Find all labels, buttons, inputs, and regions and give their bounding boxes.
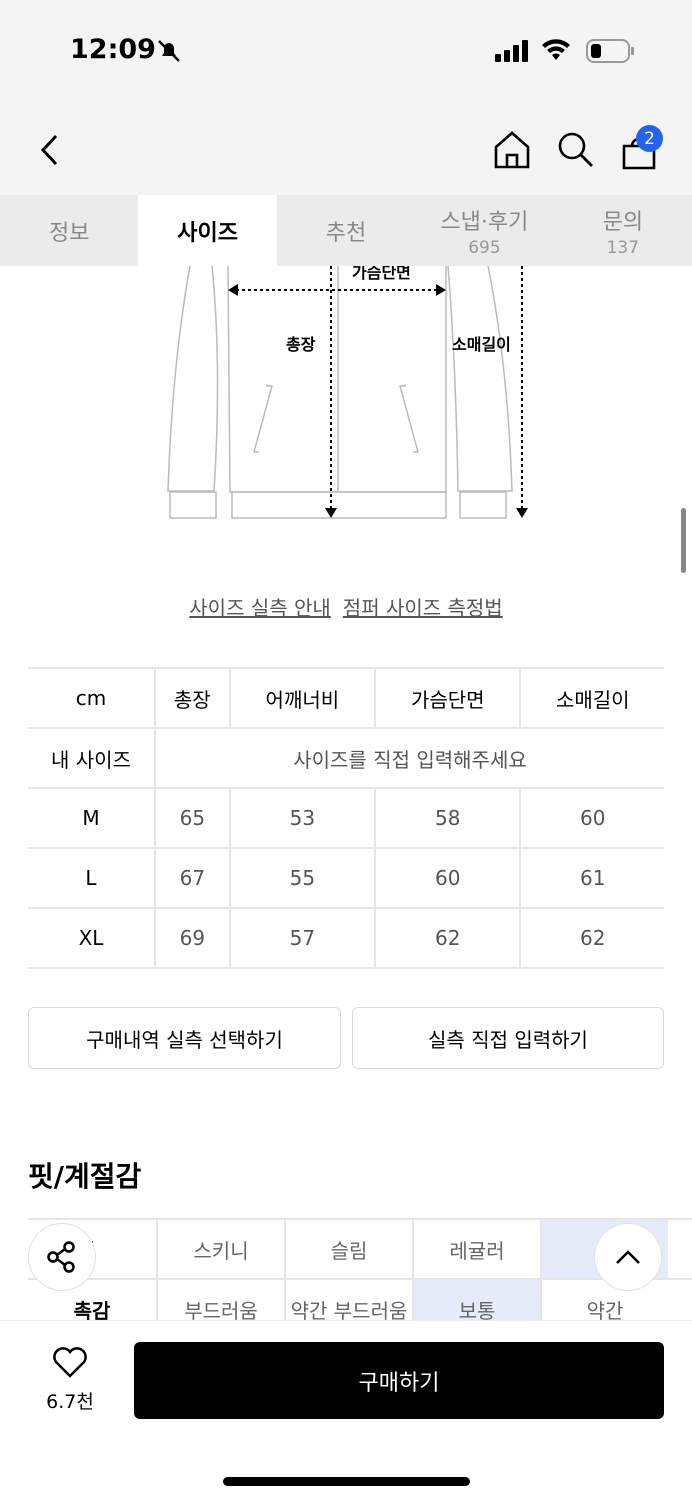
tab-snap-review[interactable]: 스냅·후기 695 — [415, 195, 553, 266]
size-diagram: 가슴단면 총장 소매길이 — [167, 266, 528, 519]
tab-label: 사이즈 — [177, 220, 238, 246]
fit-option: 스키니 — [156, 1220, 284, 1278]
cell: XL — [28, 907, 156, 969]
cell: 55 — [228, 847, 377, 909]
purchase-history-size-button[interactable]: 구매내역 실측 선택하기 — [28, 1007, 341, 1069]
my-size-row: 내 사이즈 사이즈를 직접 입력해주세요 — [28, 727, 664, 789]
measure-method-link[interactable]: 점퍼 사이즈 측정법 — [342, 596, 503, 620]
texture-option: 약간 — [540, 1280, 668, 1338]
home-icon[interactable] — [493, 130, 531, 170]
status-bar: 12:09 — [0, 0, 692, 100]
texture-option: 부드러움 — [156, 1280, 284, 1338]
direct-input-size-button[interactable]: 실측 직접 입력하기 — [352, 1007, 664, 1069]
texture-row: 촉감 부드러움 약간 부드러움 보통 약간 — [28, 1278, 692, 1338]
tab-count: 137 — [606, 237, 640, 258]
wifi-icon — [542, 39, 570, 60]
cell: 62 — [374, 907, 522, 969]
scroll-top-button[interactable] — [594, 1223, 662, 1291]
size-guide-link[interactable]: 사이즈 실측 안내 — [189, 596, 331, 620]
home-indicator — [223, 1477, 470, 1486]
cell: 61 — [519, 847, 664, 909]
top-nav: 2 — [0, 100, 692, 195]
tab-size[interactable]: 사이즈 — [138, 195, 277, 266]
cell: 69 — [154, 907, 231, 969]
scrollbar[interactable] — [681, 508, 686, 573]
fit-option: 레귤러 — [412, 1220, 540, 1278]
search-icon[interactable] — [557, 131, 595, 169]
my-size-input[interactable]: 사이즈를 직접 입력해주세요 — [154, 727, 664, 789]
signal-icon — [495, 40, 528, 62]
header-cell: cm — [28, 667, 156, 729]
cell: 57 — [228, 907, 377, 969]
cell: 67 — [154, 847, 231, 909]
table-row: L 67 55 60 61 — [28, 847, 664, 909]
battery-icon — [586, 39, 634, 63]
clock: 12:09 — [70, 34, 156, 65]
my-size-label: 내 사이즈 — [28, 727, 156, 789]
cell: M — [28, 787, 156, 849]
fit-row: ! 스키니 슬림 레귤러 루 — [28, 1218, 692, 1278]
length-label: 총장 — [286, 335, 316, 354]
table-row: M 65 53 58 60 — [28, 787, 664, 849]
tab-label: 추천 — [325, 220, 367, 246]
sleeve-label: 소매길이 — [452, 335, 511, 354]
tab-count: 695 — [468, 237, 501, 258]
size-table: cm 총장 어깨너비 가슴단면 소매길이 내 사이즈 사이즈를 직접 입력해주세… — [28, 667, 664, 969]
tab-recommend[interactable]: 추천 — [277, 195, 415, 266]
tab-bar: 정보 사이즈 추천 스냅·후기 695 문의 137 — [0, 195, 692, 266]
cell: 53 — [228, 787, 377, 849]
cell: L — [28, 847, 156, 909]
header-cell: 소매길이 — [519, 667, 664, 729]
tab-label: 문의 — [602, 209, 644, 235]
tab-label: 정보 — [48, 220, 90, 246]
header-cell: 총장 — [154, 667, 231, 729]
cell: 65 — [154, 787, 231, 849]
tab-inquiry[interactable]: 문의 137 — [554, 195, 692, 266]
header-cell: 어깨너비 — [228, 667, 377, 729]
fit-table: ! 스키니 슬림 레귤러 루 촉감 부드러움 약간 부드러움 보통 약간 — [28, 1218, 692, 1338]
tab-label: 스냅·후기 — [440, 209, 529, 235]
fit-section-title: 핏/계절감 — [28, 1160, 142, 1193]
buy-button[interactable]: 구매하기 — [134, 1342, 664, 1419]
like-count: 6.7천 — [46, 1391, 94, 1413]
chest-label: 가슴단면 — [352, 266, 411, 282]
tab-info[interactable]: 정보 — [0, 195, 138, 266]
cell: 62 — [519, 907, 664, 969]
fit-option: 슬림 — [284, 1220, 412, 1278]
chevron-up-icon — [616, 1250, 640, 1264]
cell: 60 — [519, 787, 664, 849]
share-button[interactable] — [28, 1223, 96, 1291]
texture-option: 약간 부드러움 — [284, 1280, 412, 1338]
cart-badge: 2 — [636, 125, 663, 152]
bell-muted-icon — [158, 40, 180, 62]
size-links: 사이즈 실측 안내 점퍼 사이즈 측정법 — [0, 592, 692, 621]
heart-icon[interactable] — [52, 1347, 88, 1379]
texture-label: 촉감 — [73, 1298, 111, 1323]
table-row: XL 69 57 62 62 — [28, 907, 664, 969]
cell: 58 — [374, 787, 522, 849]
cell: 60 — [374, 847, 522, 909]
header-cell: 가슴단면 — [374, 667, 522, 729]
back-icon[interactable] — [38, 133, 62, 167]
share-icon — [47, 1241, 75, 1273]
table-header: cm 총장 어깨너비 가슴단면 소매길이 — [28, 667, 664, 729]
